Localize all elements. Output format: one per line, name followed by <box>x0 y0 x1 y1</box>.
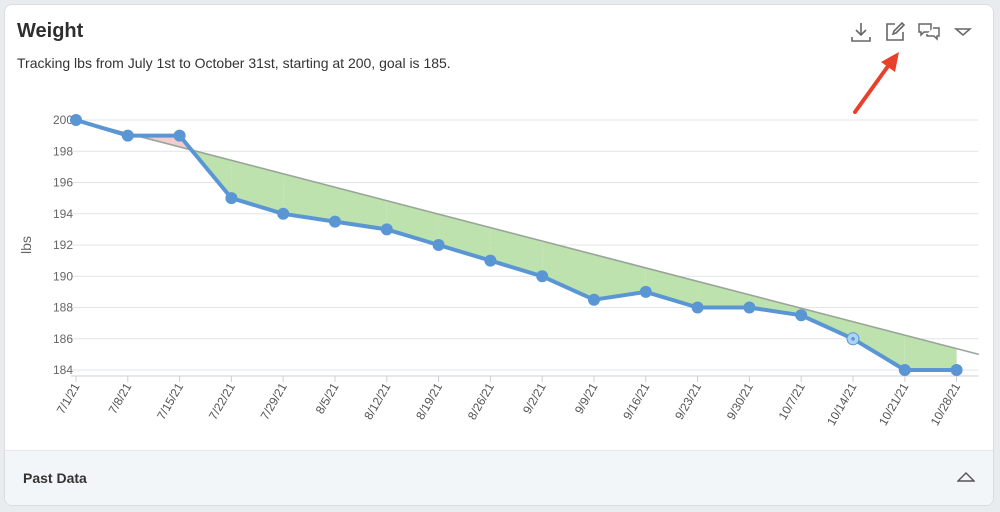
comments-button[interactable] <box>917 19 941 45</box>
data-point <box>588 293 600 306</box>
x-tick-label: 9/2/21 <box>520 380 549 416</box>
data-point <box>432 239 445 251</box>
below-goal-area <box>904 335 957 370</box>
x-tick-label: 8/5/21 <box>313 380 342 416</box>
data-point <box>121 129 134 142</box>
chevron-up-icon[interactable] <box>957 470 975 484</box>
download-icon <box>851 23 871 42</box>
y-tick-label: 186 <box>53 332 73 346</box>
chart-subtitle: Tracking lbs from July 1st to October 31… <box>17 55 451 71</box>
menu-dropdown-button[interactable] <box>951 19 975 45</box>
chart-toolbar <box>849 19 975 45</box>
y-tick-label: 198 <box>53 144 73 158</box>
x-tick-label: 7/1/21 <box>54 380 83 416</box>
below-goal-area <box>594 254 646 300</box>
x-tick-label: 8/26/21 <box>465 380 497 422</box>
x-tick-label: 9/30/21 <box>724 380 756 422</box>
goal-trend-line <box>75 119 980 356</box>
data-point <box>380 223 393 236</box>
x-tick-label: 10/7/21 <box>776 380 808 422</box>
y-tick-label: 184 <box>53 363 73 377</box>
x-tick-label: 8/12/21 <box>361 380 393 422</box>
comments-icon <box>918 23 940 41</box>
data-point <box>639 285 652 298</box>
data-point-center <box>851 337 855 341</box>
data-point <box>225 192 238 205</box>
data-point <box>173 129 186 142</box>
below-goal-area <box>645 267 698 308</box>
below-goal-area <box>542 241 594 300</box>
chart-title: Weight <box>17 20 84 42</box>
below-goal-area <box>386 200 439 245</box>
y-tick-label: 194 <box>53 207 73 221</box>
edit-icon <box>886 21 906 41</box>
data-point <box>329 215 341 228</box>
data-point <box>484 254 497 267</box>
x-tick-label: 7/8/21 <box>106 380 135 416</box>
data-point <box>950 364 963 376</box>
y-tick-label: 200 <box>53 113 73 127</box>
x-tick-label: 7/29/21 <box>258 380 290 422</box>
x-tick-label: 10/21/21 <box>876 380 912 428</box>
past-data-label: Past Data <box>23 470 87 486</box>
y-tick-label: 188 <box>53 301 73 315</box>
x-tick-label: 7/15/21 <box>154 380 186 422</box>
below-goal-area <box>283 173 335 222</box>
data-point <box>743 301 756 314</box>
below-goal-area <box>697 281 750 308</box>
y-tick-label: 190 <box>53 269 73 283</box>
data-point <box>536 270 549 283</box>
x-tick-label: 10/28/21 <box>928 380 964 428</box>
x-tick-label: 9/9/21 <box>572 380 601 416</box>
weight-series-line <box>75 118 957 372</box>
data-point <box>898 364 911 376</box>
download-button[interactable] <box>849 19 873 45</box>
x-tick-label: 10/14/21 <box>824 380 860 428</box>
x-tick-label: 9/23/21 <box>672 380 704 422</box>
data-point <box>795 309 808 322</box>
data-point <box>70 114 82 126</box>
annotation-arrow <box>853 52 899 114</box>
below-goal-area <box>853 321 905 370</box>
edit-button[interactable] <box>883 19 907 45</box>
x-tick-label: 9/16/21 <box>620 380 652 422</box>
below-goal-area <box>749 294 802 316</box>
data-point <box>691 301 704 314</box>
y-tick-label: 196 <box>53 176 73 190</box>
y-tick-label: 192 <box>53 238 73 252</box>
x-tick-label: 7/22/21 <box>206 380 238 422</box>
y-axis-label: lbs <box>18 236 34 254</box>
past-data-panel[interactable]: Past Data <box>5 450 993 505</box>
menu-dropdown-icon <box>953 28 973 36</box>
x-tick-label: 8/19/21 <box>413 380 445 422</box>
below-goal-area <box>438 214 491 261</box>
weight-chart-card: 184 186 188 190 192 194 196 198 200 7/1/21 7/8/21 7… <box>4 4 994 506</box>
weight-chart: 184 186 188 190 192 194 196 198 200 7/1/21 7/8/21 7… <box>18 113 980 428</box>
data-point <box>277 207 290 220</box>
